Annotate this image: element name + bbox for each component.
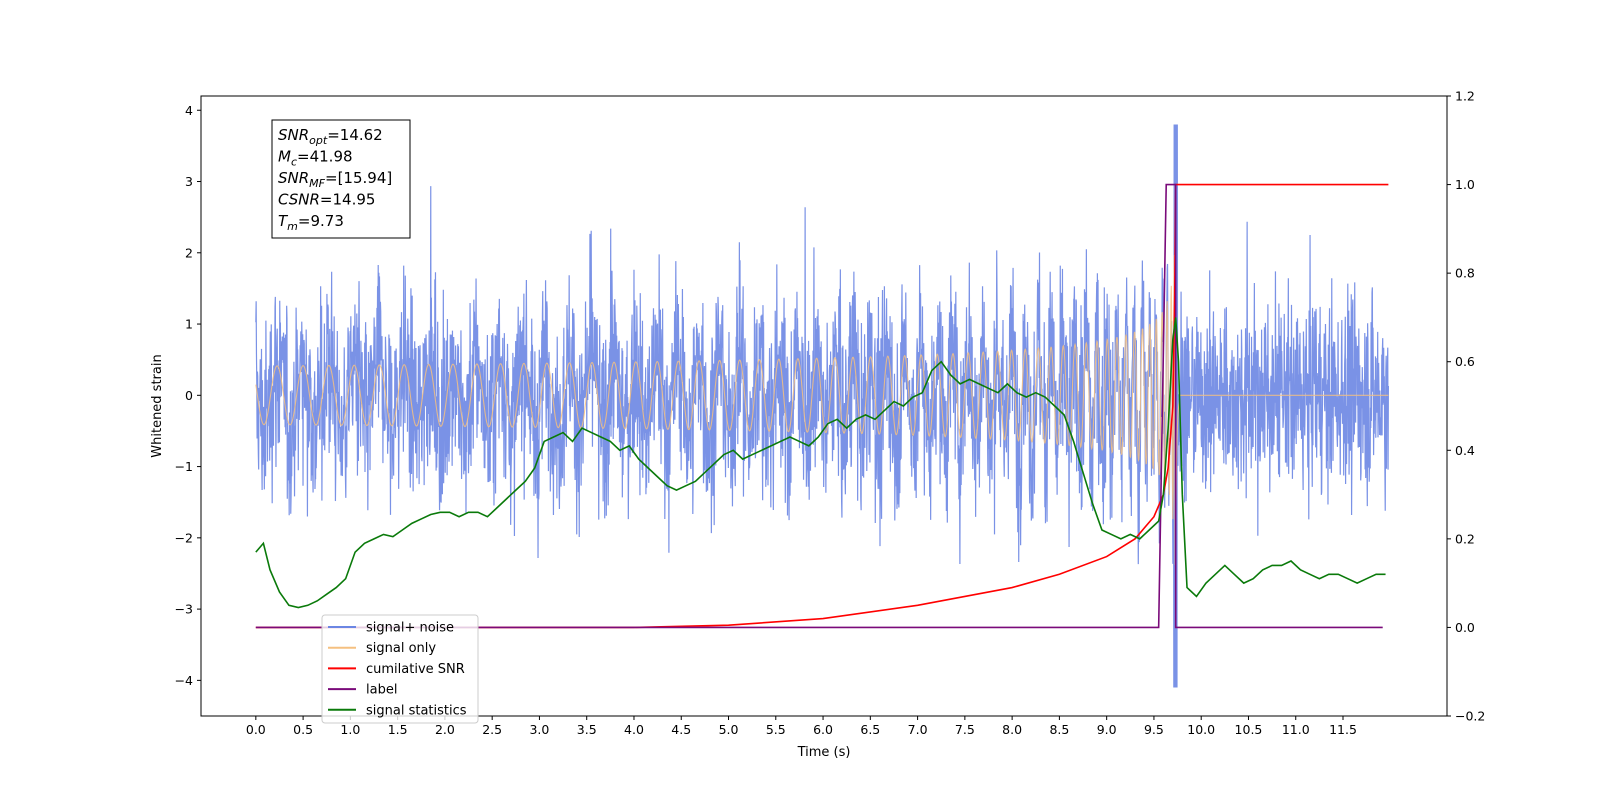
x-axis: 0.0 0.5 1.0 1.5 2.0 2.5 3.0 3.5 4.0 4.5 5.0 5.5 6.0 6… (246, 716, 1357, 737)
y-left-tick-label: 1 (185, 317, 193, 332)
x-tick-label: 8.5 (1049, 722, 1069, 737)
x-tick-label: 0.0 (246, 722, 266, 737)
legend-label: label (366, 683, 397, 698)
y-right-tick-label: 0.6 (1455, 354, 1475, 369)
x-tick-label: 2.0 (435, 722, 455, 737)
x-tick-label: 6.5 (860, 722, 880, 737)
info-line: CSNR=14.95 (278, 191, 375, 209)
y-right-tick-label: −0.2 (1455, 709, 1485, 724)
y-left-tick-label: −2 (175, 530, 193, 545)
series-layer (255, 124, 1389, 688)
x-tick-label: 1.0 (340, 722, 360, 737)
info-value: =9.73 (298, 212, 344, 230)
info-value: =14.95 (320, 191, 376, 209)
y-axis-label: Whitened strain (150, 354, 165, 457)
legend: signal+ noise signal only cumilative SNR la… (321, 614, 479, 724)
info-symbol: T (278, 212, 289, 230)
y-left-tick-label: 2 (185, 245, 193, 260)
x-tick-label: 10.0 (1187, 722, 1215, 737)
info-box-frame (271, 119, 411, 239)
y-axis-left: 4 3 2 1 0 −1 −2 −3 −4 (175, 103, 201, 688)
info-lines: SNRopt=14.62Mc=41.98SNRMF=[15.94]CSNR=14… (278, 126, 392, 233)
info-line: Tm=9.73 (278, 212, 344, 233)
x-tick-label: 3.5 (577, 722, 597, 737)
info-value: =[15.94] (325, 169, 392, 187)
info-subscript: opt (309, 134, 328, 147)
info-line: SNRopt=14.62 (278, 126, 383, 147)
y-right-tick-label: 0.0 (1455, 620, 1475, 635)
x-tick-label: 5.5 (766, 722, 786, 737)
info-subscript: m (287, 220, 298, 233)
x-tick-label: 4.5 (671, 722, 691, 737)
y-right-tick-label: 1.2 (1455, 89, 1475, 104)
info-symbol: M (278, 148, 291, 166)
y-left-tick-label: 3 (185, 174, 193, 189)
x-tick-label: 11.0 (1282, 722, 1310, 737)
y-right-tick-label: 0.8 (1455, 266, 1475, 281)
info-subscript: MF (309, 177, 325, 190)
y-left-tick-label: 4 (185, 103, 193, 118)
legend-label: signal+ noise (366, 621, 454, 636)
y-left-tick-label: 0 (185, 388, 193, 403)
series-signal-only (255, 254, 1389, 565)
info-value: =41.98 (297, 148, 353, 166)
series-label (255, 183, 1383, 629)
x-axis-label: Time (s) (797, 745, 851, 760)
x-tick-label: 9.5 (1144, 722, 1164, 737)
info-line: SNRMF=[15.94] (278, 169, 392, 190)
x-tick-label: 8.0 (1002, 722, 1022, 737)
info-symbol: CSNR (278, 191, 320, 209)
x-tick-label: 7.5 (955, 722, 975, 737)
x-tick-label: 0.5 (293, 722, 313, 737)
x-tick-label: 4.0 (624, 722, 644, 737)
y-right-tick-label: 1.0 (1455, 177, 1475, 192)
legend-label: cumilative SNR (366, 662, 465, 677)
x-tick-label: 9.0 (1097, 722, 1117, 737)
info-subscript: c (291, 156, 297, 169)
y-left-tick-label: −3 (175, 602, 193, 617)
x-tick-label: 11.5 (1329, 722, 1357, 737)
info-line: Mc=41.98 (278, 148, 353, 169)
x-tick-label: 5.0 (719, 722, 739, 737)
legend-label: signal statistics (366, 703, 467, 718)
series-signal-noise (255, 124, 1389, 688)
legend-label: signal only (366, 641, 436, 656)
legend-items: signal+ noise signal only cumilative SNR la… (328, 621, 467, 718)
x-tick-label: 1.5 (388, 722, 408, 737)
info-symbol: SNR (278, 126, 309, 144)
x-tick-label: 7.0 (908, 722, 928, 737)
x-tick-label: 3.0 (529, 722, 549, 737)
y-left-tick-label: −4 (175, 673, 193, 688)
info-box: SNRopt=14.62Mc=41.98SNRMF=[15.94]CSNR=14… (271, 119, 411, 239)
y-axis-right: 1.2 1.0 0.8 0.6 0.4 0.2 0.0 −0.2 (1447, 89, 1485, 724)
y-right-tick-label: 0.4 (1455, 443, 1475, 458)
legend-frame (321, 614, 479, 724)
x-tick-label: 10.5 (1235, 722, 1263, 737)
info-value: =14.62 (327, 126, 383, 144)
info-symbol: SNR (278, 169, 309, 187)
y-right-tick-label: 0.2 (1455, 531, 1475, 546)
x-tick-label: 2.5 (482, 722, 502, 737)
y-left-tick-label: −1 (175, 459, 193, 474)
x-tick-label: 6.0 (813, 722, 833, 737)
series-signal-statistics (255, 317, 1386, 609)
plot-frame (200, 95, 1448, 717)
